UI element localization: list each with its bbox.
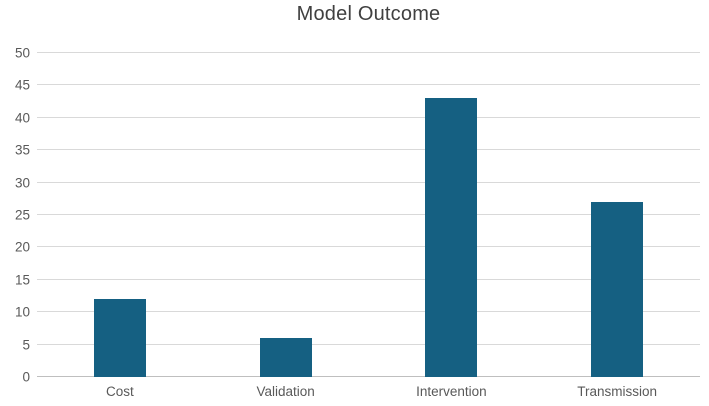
gridline-35 <box>37 149 700 151</box>
gridline-15 <box>37 278 700 280</box>
y-axis-tick-label: 15 <box>14 272 30 288</box>
gridline-10 <box>37 311 700 313</box>
y-axis-tick-label: 10 <box>14 304 30 320</box>
gridline-40 <box>37 116 700 118</box>
gridline-45 <box>37 84 700 86</box>
y-axis-tick-label: 40 <box>14 110 30 126</box>
chart-title: Model Outcome <box>296 3 441 25</box>
bar-cost <box>93 299 146 377</box>
x-axis-line <box>37 376 700 377</box>
y-axis-tick-label: 50 <box>14 45 30 61</box>
plot-area <box>37 52 700 377</box>
gridline-5 <box>37 343 700 345</box>
y-axis-tick-label: 0 <box>22 369 30 385</box>
bar-transmission <box>591 202 644 377</box>
gridline-20 <box>37 246 700 248</box>
y-axis-tick-label: 30 <box>14 175 30 191</box>
bar-intervention <box>425 98 478 377</box>
gridline-50 <box>37 52 700 53</box>
bar-validation <box>259 338 312 377</box>
x-axis-tick-label-cost: Cost <box>105 384 134 399</box>
x-axis-tick-label-validation: Validation <box>256 384 315 399</box>
y-axis-tick-label: 35 <box>14 142 30 158</box>
y-axis-tick-label: 45 <box>14 77 30 93</box>
x-axis-tick-label-transmission: Transmission <box>577 384 658 399</box>
y-axis-tick-label: 5 <box>22 337 30 353</box>
x-axis-tick-label-intervention: Intervention <box>416 384 487 399</box>
y-axis-tick-label: 20 <box>14 239 30 255</box>
gridline-30 <box>37 181 700 183</box>
gridline-25 <box>37 214 700 215</box>
y-axis-tick-label: 25 <box>14 207 30 223</box>
